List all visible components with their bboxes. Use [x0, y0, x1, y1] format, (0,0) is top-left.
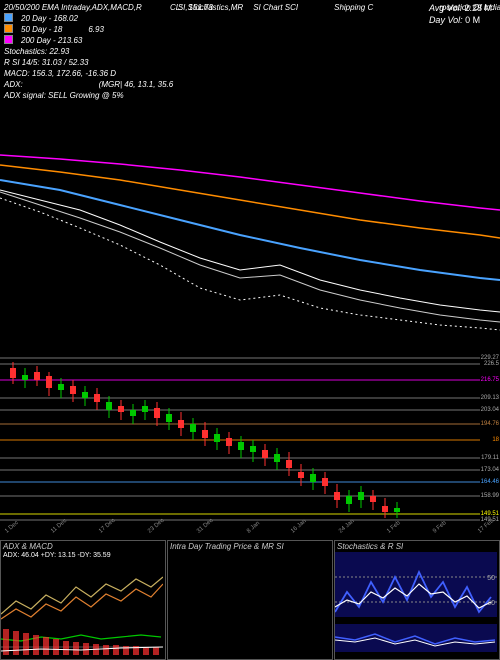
price-axis-labels: 229.27226.5216.75209.13203.04194.7618179… — [476, 350, 500, 530]
adx-macd-panel: ADX & MACD ADX: 46.04 +DY: 13.15 -DY: 35… — [0, 540, 166, 660]
panel3-title: Stochastics & R SI — [335, 541, 499, 552]
cl-label: CL: — [170, 2, 182, 13]
header-text: 20/50/200 EMA Intraday,ADX,MACD,R — [4, 2, 142, 13]
price-level-label: 203.04 — [481, 407, 499, 413]
day-vol-val: 0 M — [465, 15, 480, 25]
header-block: 20/50/200 EMA Intraday,ADX,MACD,R SI,Sto… — [0, 0, 500, 103]
sub-panels: ADX & MACD ADX: 46.04 +DY: 13.15 -DY: 35… — [0, 540, 500, 660]
panel1-title: ADX & MACD — [1, 541, 165, 552]
avg-vol-label: Avg Vol: — [429, 3, 462, 13]
rsi-text: R SI 14/5: 31.03 / 52.33 — [4, 57, 89, 68]
ema200-label: 200 Day - 213.63 — [21, 35, 82, 46]
volume-block: Avg Vol: 2.28 M Day Vol: 0 M — [429, 2, 492, 26]
header-text: SI Chart SCI — [253, 2, 298, 13]
panel1-sub: ADX: 46.04 +DY: 13.15 -DY: 35.59 — [1, 552, 165, 559]
ema50-label2: 6.93 — [88, 24, 104, 35]
ema50-label: 50 Day - 18 — [21, 24, 62, 35]
price-level-label: 173.04 — [481, 467, 499, 473]
price-level-label: 164.46 — [481, 479, 499, 485]
price-level-label: 216.75 — [481, 377, 499, 383]
avg-vol-val: 2.28 M — [464, 3, 492, 13]
panel2-title: Intra Day Trading Price & MR SI — [168, 541, 332, 552]
price-level-label: 226.5 — [484, 361, 499, 367]
cl-value: 151.73 — [188, 2, 212, 13]
swatch-ema200 — [4, 35, 13, 44]
ema20-label: 20 Day - 168.02 — [21, 13, 78, 24]
svg-text:50: 50 — [487, 575, 495, 582]
swatch-ema20 — [4, 13, 13, 22]
adx-signal: ADX signal: SELL Growing @ 5% — [4, 90, 124, 101]
price-level-label: 209.13 — [481, 395, 499, 401]
intraday-panel: Intra Day Trading Price & MR SI — [167, 540, 333, 660]
adx-text: ADX: — [4, 79, 23, 90]
price-level-label: 194.76 — [481, 421, 499, 427]
date-axis: 1 Dec11 Dec17 Dec23 Dec31 Dec8 Jan16 Jan… — [0, 530, 500, 540]
adx-text2: (MGR| 46, 13.1, 35.6 — [99, 79, 174, 90]
stochastics-panel: Stochastics & R SI 505020,09 — [334, 540, 500, 660]
day-vol-label: Day Vol: — [429, 15, 463, 25]
price-level-label: 158.99 — [481, 493, 499, 499]
swatch-ema50 — [4, 24, 13, 33]
price-chart — [0, 350, 480, 530]
price-level-label: 18 — [492, 437, 499, 443]
stoch-text: Stochastics: 22.93 — [4, 46, 69, 57]
main-ema-chart — [0, 150, 500, 340]
price-level-label: 179.11 — [481, 455, 499, 461]
header-text: Shipping C — [334, 2, 373, 13]
macd-text: MACD: 156.3, 172.66, -16.36 D — [4, 68, 116, 79]
